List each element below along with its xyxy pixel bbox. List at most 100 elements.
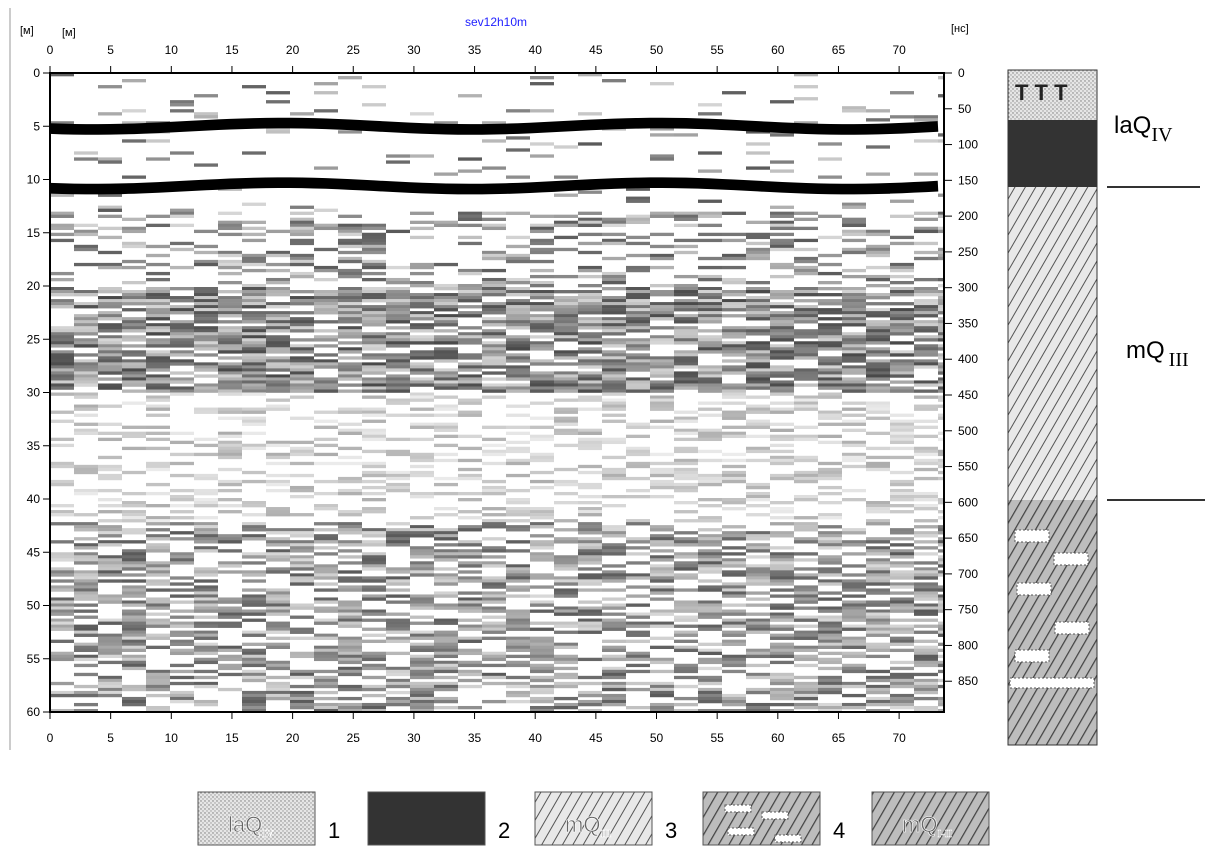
trace-segment: [674, 329, 698, 333]
trace-segment: [938, 377, 944, 381]
trace-segment: [722, 392, 746, 396]
trace-segment: [170, 648, 194, 653]
trace-segment: [554, 645, 578, 650]
trace-segment: [818, 639, 842, 643]
trace-segment: [866, 293, 890, 297]
trace-segment: [626, 561, 650, 565]
trace-segment: [98, 618, 122, 622]
trace-segment: [674, 473, 698, 478]
trace-segment: [410, 672, 434, 677]
trace-segment: [242, 350, 266, 354]
trace-segment: [914, 452, 938, 457]
trace-segment: [914, 305, 938, 309]
trace-segment: [242, 555, 266, 559]
trace-segment: [194, 287, 218, 291]
trace-segment: [122, 549, 146, 553]
trace-segment: [722, 232, 746, 237]
trace-segment: [794, 516, 818, 520]
trace-segment: [770, 335, 794, 339]
trace-segment: [482, 675, 506, 680]
trace-segment: [122, 555, 146, 559]
trace-segment: [506, 314, 530, 318]
trace-segment: [170, 576, 194, 580]
trace-segment: [338, 232, 362, 237]
trace-segment: [866, 377, 890, 381]
trace-segment: [890, 570, 914, 574]
trace-segment: [626, 241, 650, 246]
trace-segment: [866, 232, 890, 237]
trace-segment: [458, 555, 482, 559]
trace-segment: [242, 416, 266, 420]
trace-segment: [50, 437, 74, 442]
trace-segment: [770, 434, 794, 439]
trace-segment: [554, 374, 578, 378]
trace-segment: [650, 401, 674, 405]
trace-segment: [74, 591, 98, 595]
trace-segment: [506, 386, 530, 390]
trace-segment: [458, 663, 482, 668]
trace-segment: [74, 320, 98, 324]
trace-segment: [362, 314, 386, 318]
trace-segment: [50, 606, 74, 610]
trace-segment: [866, 600, 890, 604]
trace-segment: [818, 157, 842, 161]
trace-segment: [362, 431, 386, 435]
trace-segment: [338, 356, 362, 360]
trace-segment: [122, 217, 146, 221]
trace-segment: [530, 455, 554, 460]
trace-segment: [866, 588, 890, 592]
trace-segment: [290, 555, 314, 559]
trace-segment: [914, 639, 938, 643]
trace-segment: [242, 202, 266, 206]
trace-segment: [818, 356, 842, 360]
trace-segment: [626, 681, 650, 686]
trace-segment: [98, 660, 122, 665]
trace-segment: [842, 564, 866, 568]
trace-segment: [866, 467, 890, 472]
trace-segment: [74, 262, 98, 267]
trace-segment: [626, 603, 650, 607]
trace-segment: [722, 669, 746, 674]
trace-segment: [554, 582, 578, 586]
trace-segment: [794, 425, 818, 429]
trace-segment: [506, 244, 530, 249]
trace-segment: [218, 250, 242, 255]
trace-segment: [98, 431, 122, 435]
trace-segment: [650, 588, 674, 592]
trace-segment: [338, 603, 362, 607]
trace-segment: [722, 654, 746, 659]
trace-segment: [362, 594, 386, 598]
trace-segment: [74, 392, 98, 396]
trace-segment: [506, 148, 530, 152]
trace-segment: [770, 323, 794, 327]
trace-segment: [794, 211, 818, 215]
trace-segment: [314, 329, 338, 333]
legend-swatch: [367, 791, 486, 846]
trace-segment: [482, 365, 506, 369]
trace-segment: [698, 377, 722, 381]
trace-segment: [626, 235, 650, 240]
trace-segment: [266, 314, 290, 318]
trace-segment: [794, 618, 818, 622]
trace-segment: [722, 386, 746, 390]
trace-segment: [362, 241, 386, 246]
trace-segment: [74, 609, 98, 613]
trace-segment: [506, 326, 530, 330]
trace-segment: [434, 618, 458, 622]
trace-segment: [818, 341, 842, 345]
trace-segment: [50, 121, 74, 125]
trace-segment: [194, 290, 218, 294]
trace-segment: [122, 660, 146, 665]
trace-segment: [530, 558, 554, 562]
trace-segment: [530, 359, 554, 363]
trace-segment: [818, 271, 842, 276]
trace-segment: [602, 573, 626, 577]
trace-segment: [650, 681, 674, 686]
trace-segment: [266, 684, 290, 689]
trace-segment: [650, 485, 674, 490]
trace-segment: [938, 708, 944, 713]
trace-segment: [602, 470, 626, 475]
trace-segment: [602, 549, 626, 553]
trace-segment: [290, 606, 314, 610]
trace-segment: [290, 232, 314, 237]
